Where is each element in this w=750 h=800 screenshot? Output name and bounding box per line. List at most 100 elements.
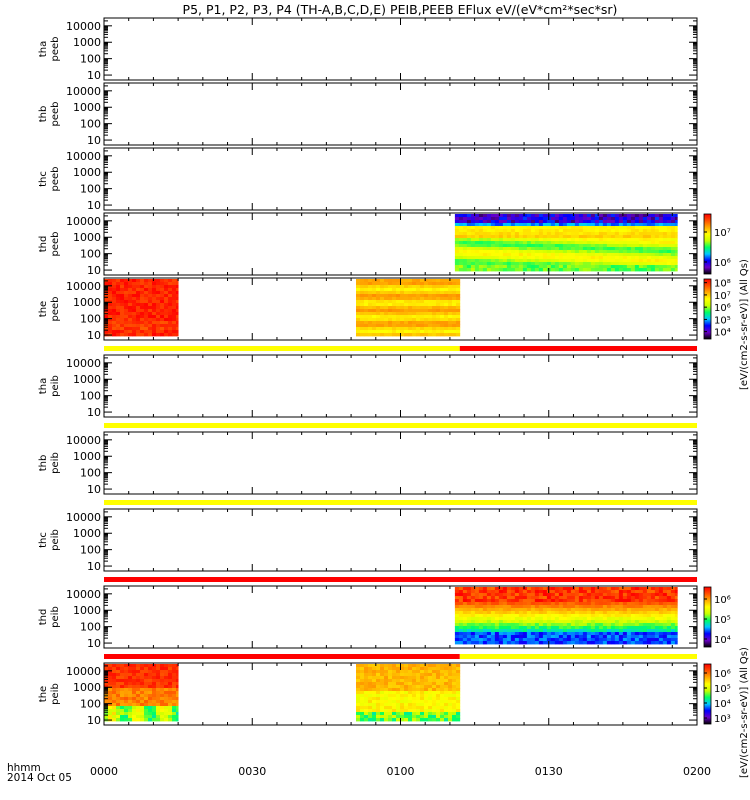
spectrogram-cell	[514, 587, 520, 591]
spectrogram-cell	[148, 300, 153, 304]
spectrogram-cell	[384, 712, 389, 716]
spectrogram-cell	[104, 324, 109, 328]
spectrogram-cell	[368, 691, 373, 695]
spectrogram-cell	[626, 244, 632, 248]
spectrogram-cell	[498, 608, 504, 612]
spectrogram-cell	[120, 279, 125, 283]
spectrogram-cell	[432, 294, 437, 298]
spectrogram-cell	[494, 617, 500, 621]
spectrogram-cell	[144, 679, 149, 683]
spectrogram-cell	[424, 694, 429, 698]
spectrogram-cell	[662, 244, 668, 248]
spectrogram-cell	[396, 279, 401, 283]
spectrogram-cell	[590, 641, 596, 645]
spectrogram-cell	[674, 641, 678, 645]
spectrogram-cell	[634, 244, 640, 248]
spectrogram-cell	[498, 238, 504, 242]
spectrogram-cell	[392, 312, 397, 316]
spectrogram-cell	[666, 247, 672, 251]
spectrogram-cell	[514, 605, 520, 609]
spectrogram-cell	[148, 327, 153, 331]
spectrogram-cell	[586, 250, 592, 254]
spectrogram-cell	[626, 620, 632, 624]
spectrogram-cell	[420, 318, 425, 322]
spectrogram-cell	[168, 718, 173, 722]
spectrogram-cell	[428, 291, 433, 295]
spectrogram-cell	[582, 247, 588, 251]
spectrogram-cell	[562, 620, 568, 624]
spectrogram-cell	[594, 253, 600, 257]
spectrogram-cell	[526, 256, 532, 260]
spectrogram-cell	[104, 300, 109, 304]
spectrogram-cell	[482, 602, 488, 606]
spectrogram-cell	[456, 291, 461, 295]
spectrogram-cell	[462, 605, 468, 609]
spectrogram-cell	[124, 279, 129, 283]
spectrogram-cell	[436, 318, 441, 322]
spectrogram-cell	[538, 256, 544, 260]
spectrogram-cell	[356, 303, 361, 307]
spectrogram-cell	[630, 620, 636, 624]
spectrogram-cell	[404, 706, 409, 710]
spectrogram-cell	[416, 312, 421, 316]
spectrogram-cell	[566, 244, 572, 248]
spectrogram-cell	[176, 712, 179, 716]
spectrogram-cell	[360, 303, 365, 307]
spectrogram-cell	[550, 608, 556, 612]
spectrogram-cell	[634, 632, 640, 636]
spectrogram-cell	[156, 300, 161, 304]
spectrogram-cell	[404, 303, 409, 307]
spectrogram-cell	[404, 673, 409, 677]
spectrogram-cell	[594, 265, 600, 269]
spectrogram-cell	[622, 241, 628, 245]
spectrogram-cell	[666, 590, 672, 594]
spectrogram-cell	[518, 238, 524, 242]
spectrogram-cell	[144, 288, 149, 292]
spectrogram-cell	[486, 614, 492, 618]
spectrogram-cell	[376, 676, 381, 680]
spectrogram-cell	[108, 315, 113, 319]
spectrogram-cell	[586, 614, 592, 618]
spectrogram-cell	[554, 611, 560, 615]
spectrogram-cell	[538, 602, 544, 606]
spectrogram-cell	[400, 309, 405, 313]
spectrogram-cell	[526, 265, 532, 269]
spectrogram-cell	[622, 641, 628, 645]
spectrogram-cell	[498, 247, 504, 251]
spectrogram-cell	[642, 635, 648, 639]
spectrogram-cell	[514, 262, 520, 266]
spectrogram-cell	[582, 587, 588, 591]
spectrogram-cell	[490, 250, 496, 254]
spectrogram-cell	[670, 608, 676, 612]
spectrogram-cell	[368, 279, 373, 283]
spectrogram-cell	[606, 262, 612, 266]
spectrogram-cell	[160, 682, 165, 686]
spectrogram-cell	[674, 593, 678, 597]
spectrogram-cell	[674, 253, 678, 257]
spectrogram-cell	[148, 718, 153, 722]
spectrogram-cell	[658, 250, 664, 254]
spectrogram-cell	[408, 718, 413, 722]
spectrogram-cell	[562, 256, 568, 260]
spectrogram-cell	[132, 706, 137, 710]
spectrogram-cell	[646, 632, 652, 636]
spectrogram-cell	[156, 706, 161, 710]
spectrogram-cell	[152, 679, 157, 683]
spectrogram-cell	[112, 670, 117, 674]
spectrogram-cell	[168, 318, 173, 322]
spectrogram-cell	[542, 620, 548, 624]
y-tick-label: 10	[87, 406, 101, 419]
spectrogram-cell	[384, 682, 389, 686]
spectrogram-cell	[606, 599, 612, 603]
spectrogram-cell	[602, 605, 608, 609]
spectrogram-cell	[670, 638, 676, 642]
spectrogram-cell	[574, 632, 580, 636]
spectrogram-cell	[626, 632, 632, 636]
spectrogram-cell	[510, 223, 516, 227]
spectrogram-cell	[400, 670, 405, 674]
spectrogram-cell	[658, 629, 664, 633]
spectrogram-cell	[420, 676, 425, 680]
spectrogram-cell	[416, 321, 421, 325]
spectrogram-cell	[674, 229, 678, 233]
